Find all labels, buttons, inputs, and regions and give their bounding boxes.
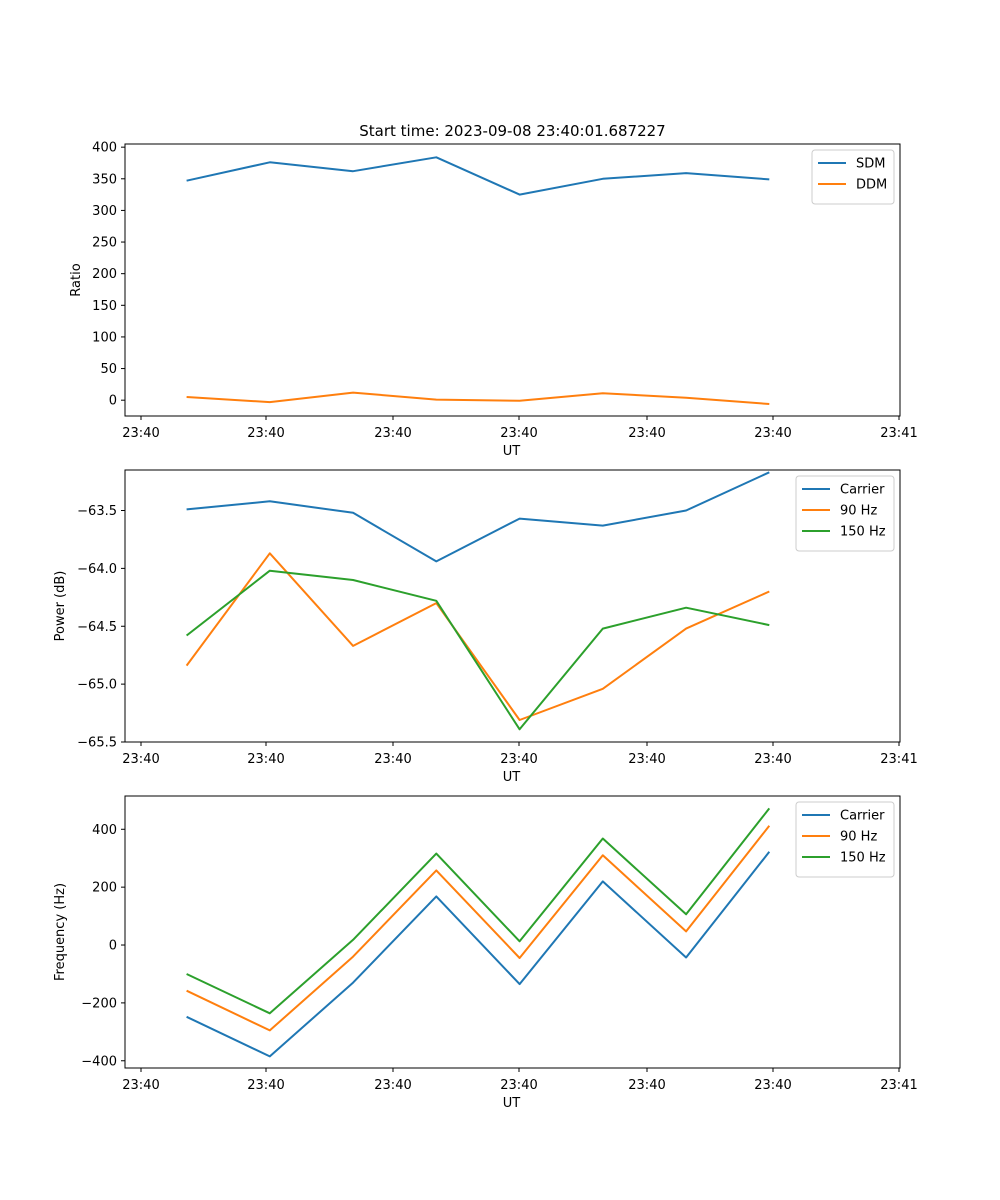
- y-tick-label: 400: [92, 141, 117, 156]
- y-tick-label: −400: [81, 1054, 117, 1069]
- panels: 0 50 100 150 200 250 300 350 400 23:40 23:40 23:40 2…: [53, 141, 918, 1111]
- x-tick-label: 23:40: [247, 1078, 284, 1093]
- y-tick-label: 250: [92, 236, 117, 251]
- x-tick-label: 23:40: [374, 752, 411, 767]
- series-line-150-hz: [185, 569, 770, 731]
- series-line-carrier: [186, 851, 771, 1058]
- panel-2: −65.5 −65.0 −64.5 −64.0 −63.5 23:40 23:40 23:40…: [53, 469, 918, 785]
- series-line-sdm: [186, 156, 770, 196]
- x-tick-label: 23:41: [880, 1078, 917, 1093]
- y-tick-label: 300: [92, 204, 117, 219]
- y-tick-label: 200: [92, 267, 117, 282]
- y-tick-label: −200: [81, 996, 117, 1011]
- x-tick-label: 23:40: [500, 426, 537, 441]
- legend-label-sdm: SDM: [856, 157, 885, 172]
- series-line-ddm: [186, 391, 770, 405]
- y-tick-label: 50: [100, 362, 117, 377]
- x-tick-label: 23:40: [754, 426, 791, 441]
- y-tick-label: 150: [92, 299, 117, 314]
- x-axis-label: UT: [503, 1096, 521, 1111]
- x-tick-label: 23:41: [880, 752, 917, 767]
- x-tick-label: 23:40: [754, 752, 791, 767]
- legend-label-90-hz: 90 Hz: [840, 830, 877, 845]
- x-tick-label: 23:40: [374, 426, 411, 441]
- panel-1: 0 50 100 150 200 250 300 350 400 23:40 23:40 23:40 2…: [69, 141, 918, 459]
- x-tick-label: 23:40: [122, 752, 159, 767]
- y-tick-label: −65.5: [77, 736, 117, 751]
- x-tick-label: 23:41: [880, 426, 917, 441]
- x-axis-label: UT: [503, 444, 521, 459]
- axes-frame: [124, 469, 901, 743]
- y-tick-label: −63.5: [77, 504, 117, 519]
- panel-3: −400 −200 0 200 400 23:40 23:40 23:40 23:40 23:40…: [53, 795, 918, 1111]
- series-line-150-hz: [186, 807, 771, 1015]
- legend: Carrier 90 Hz 150 Hz: [795, 801, 895, 878]
- legend-label-150-hz: 150 Hz: [840, 525, 886, 540]
- x-tick-label: 23:40: [247, 426, 284, 441]
- legend-label-90-hz: 90 Hz: [840, 504, 877, 519]
- x-tick-label: 23:40: [122, 1078, 159, 1093]
- series-line-90-hz: [186, 825, 771, 1032]
- y-tick-label: −64.5: [77, 620, 117, 635]
- x-tick-label: 23:40: [628, 752, 665, 767]
- y-axis-label: Ratio: [69, 263, 84, 296]
- y-tick-label: −65.0: [77, 678, 117, 693]
- x-tick-label: 23:40: [247, 752, 284, 767]
- series-line-carrier: [186, 471, 770, 563]
- y-tick-label: 400: [92, 823, 117, 838]
- legend-box: [795, 475, 895, 552]
- y-axis-label: Power (dB): [53, 571, 68, 642]
- x-tick-label: 23:40: [628, 1078, 665, 1093]
- x-tick-label: 23:40: [122, 426, 159, 441]
- x-tick-label: 23:40: [500, 1078, 537, 1093]
- legend-label-carrier: Carrier: [840, 483, 885, 498]
- x-tick-label: 23:40: [500, 752, 537, 767]
- y-tick-label: 200: [92, 881, 117, 896]
- figure-title: Start time: 2023-09-08 23:40:01.687227: [359, 122, 665, 140]
- legend-label-carrier: Carrier: [840, 809, 885, 824]
- x-tick-label: 23:40: [628, 426, 665, 441]
- x-axis-label: UT: [503, 770, 521, 785]
- y-tick-label: 0: [109, 939, 117, 954]
- legend-label-150-hz: 150 Hz: [840, 851, 886, 866]
- axes-frame: [124, 143, 901, 417]
- y-axis-label: Frequency (Hz): [53, 883, 68, 981]
- y-tick-label: 0: [109, 394, 117, 409]
- series-line-90-hz: [185, 552, 770, 721]
- legend: Carrier 90 Hz 150 Hz: [795, 475, 895, 552]
- axes-frame: [124, 795, 901, 1069]
- y-tick-label: 100: [92, 330, 117, 345]
- legend-box: [795, 801, 895, 878]
- legend-label-ddm: DDM: [856, 178, 887, 193]
- x-tick-label: 23:40: [754, 1078, 791, 1093]
- y-tick-label: −64.0: [77, 562, 117, 577]
- x-tick-label: 23:40: [374, 1078, 411, 1093]
- y-tick-label: 350: [92, 172, 117, 187]
- legend: SDM DDM: [811, 149, 895, 205]
